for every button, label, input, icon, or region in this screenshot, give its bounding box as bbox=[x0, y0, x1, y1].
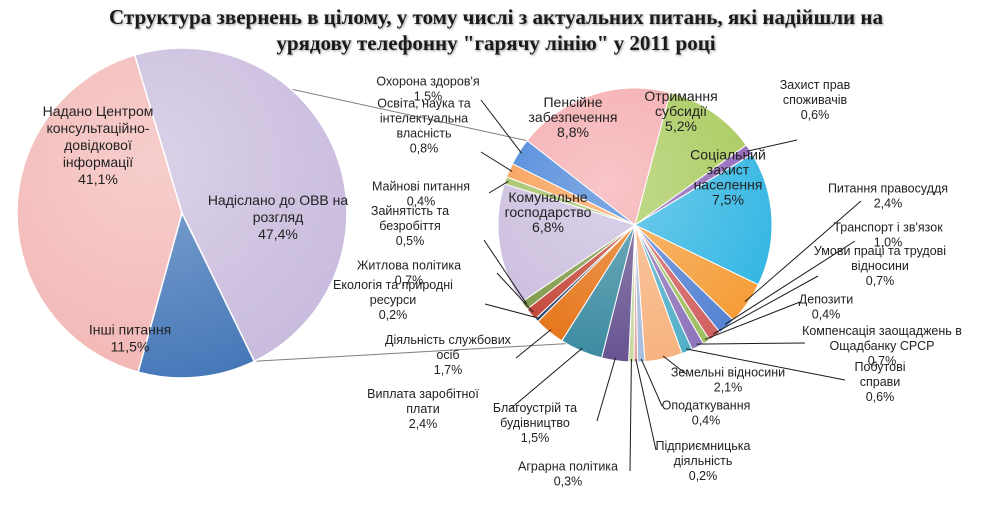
main-label-надіслано-до-овв-на-розгляд: Надіслано до ОВВ на розгляд 47,4% bbox=[208, 192, 349, 242]
detail-label-житлова-політика: Житлова політика 0,7% bbox=[357, 259, 461, 288]
detail-label-транспорт-і-зв-язок: Транспорт і зв'язок 1,0% bbox=[833, 221, 943, 250]
detail-label-соціальний-захист-населення: Соціальний захист населення 7,5% bbox=[690, 147, 766, 208]
detail-label-питання-правосуддя: Питання правосуддя 2,4% bbox=[828, 182, 948, 211]
detail-label-умови-праці-та-трудові-відносини: Умови праці та трудові відносини 0,7% bbox=[814, 244, 946, 288]
detail-label-депозити: Депозити 0,4% bbox=[799, 293, 853, 322]
leader-line-питання-правосуддя bbox=[744, 200, 862, 303]
leader-line-транспорт-і-зв-язок bbox=[724, 240, 856, 325]
leader-line-майнові-питання bbox=[488, 180, 509, 194]
leader-line-побутові-справи bbox=[685, 348, 846, 381]
leader-line-зайнятість-та-безробіття bbox=[483, 239, 528, 305]
main-label-інші-питання: Інші питання 11,5% bbox=[89, 322, 171, 355]
leader-line-охорона-здоров-я bbox=[480, 99, 523, 154]
leader-line-діяльність-службових-осіб bbox=[515, 329, 552, 359]
leader-line-депозити bbox=[704, 301, 801, 340]
chart-title-line-1: Структура звернень в цілому, у тому числ… bbox=[109, 5, 883, 29]
detail-label-пенсійне-забезпечення: Пенсійне забезпечення 8,8% bbox=[529, 94, 618, 140]
leader-line-екологія-та-природні-ресурси bbox=[484, 303, 539, 319]
detail-label-земельні-відносини: Земельні відносини 2,1% bbox=[671, 366, 785, 395]
leader-line-умови-праці-та-трудові-відносини bbox=[712, 275, 819, 335]
leader-line-аграрна-політика bbox=[629, 358, 632, 472]
main-label-надано-центром-консультаційно-довідкової-інформації: Надано Центром консультаційно-довідкової і… bbox=[43, 103, 154, 187]
detail-label-комунальне-господарство: Комунальне господарство 6,8% bbox=[505, 189, 592, 235]
chart-title: Структура звернень в цілому, у тому числ… bbox=[0, 4, 992, 56]
leader-line-підприємницька-діяльність bbox=[635, 358, 657, 451]
leader-line-захист-прав-споживачів bbox=[746, 139, 798, 152]
leader-line-виплата-заробітної-плати bbox=[508, 347, 583, 411]
chart-title-line-2: урядову телефонну "гарячу лінію" у 2011 … bbox=[276, 31, 716, 55]
leader-line-житлова-політика bbox=[496, 272, 534, 313]
detail-label-отримання-субсидії: Отримання субсидії 5,2% bbox=[644, 88, 717, 134]
detail-label-підприємницька-діяльність: Підприємницька діяльність 0,2% bbox=[656, 439, 751, 483]
leader-lines bbox=[480, 99, 862, 472]
detail-label-аграрна-політика: Аграрна політика 0,3% bbox=[518, 460, 618, 489]
detail-label-захист-прав-споживачів: Захист прав споживачів 0,6% bbox=[780, 78, 851, 122]
detail-label-побутові-справи: Побутові справи 0,6% bbox=[854, 360, 905, 404]
detail-label-виплата-заробітної-плати: Виплата заробітної плати 2,4% bbox=[367, 387, 479, 431]
leader-line-благоустрій-та-будівництво bbox=[596, 357, 616, 422]
detail-label-освіта-наука-та-інтелектуальна-власність: Освіта, наука та інтелектуальна власність 0… bbox=[377, 97, 471, 156]
detail-label-майнові-питання: Майнові питання 0,4% bbox=[372, 180, 470, 209]
detail-label-компенсація-заощаджень-в-ощадбанку-срср: Компенсація заощаджень в Ощадбанку СРСР 0,… bbox=[802, 324, 962, 368]
leader-line-оподаткування bbox=[640, 358, 663, 407]
leader-line-компенсація-заощаджень-в-ощадбанку-срср bbox=[696, 342, 806, 345]
detail-label-благоустрій-та-будівництво: Благоустрій та будівництво 1,5% bbox=[493, 401, 577, 445]
leader-line-освіта-наука-та-інтелектуальна-власність bbox=[480, 151, 513, 172]
leader-line-земельні-відносини bbox=[662, 355, 687, 375]
data-labels: Надано Центром консультаційно-довідкової і… bbox=[43, 75, 963, 489]
detail-label-зайнятість-та-безробіття: Зайнятість та безробіття 0,5% bbox=[371, 204, 449, 248]
detail-label-оподаткування: Оподаткування 0,4% bbox=[662, 399, 751, 428]
detail-label-екологія-та-природні-ресурси: Екологія та природні ресурси 0,2% bbox=[333, 278, 453, 322]
detail-label-охорона-здоров-я: Охорона здоров'я 1,5% bbox=[376, 75, 479, 104]
detail-label-діяльність-службових-осіб: Діяльність службових осіб 1,7% bbox=[385, 333, 512, 377]
